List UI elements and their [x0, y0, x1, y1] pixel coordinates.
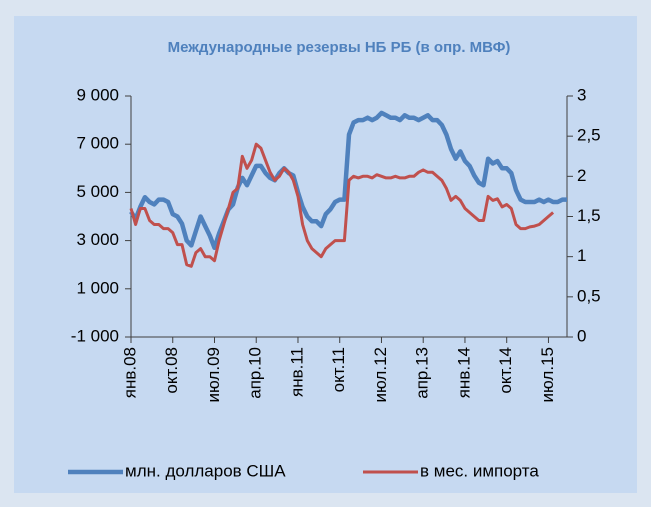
- y-tick-label: 1 000: [76, 278, 119, 297]
- y2-tick-label: 0: [577, 326, 586, 345]
- y-tick-label: -1 000: [71, 326, 119, 345]
- legend-label: млн. долларов США: [125, 461, 286, 480]
- x-tick-label: янв.14: [454, 347, 473, 398]
- y-tick-label: 5 000: [76, 182, 119, 201]
- y2-tick-label: 1: [577, 246, 586, 265]
- y2-tick-label: 2,5: [577, 126, 601, 145]
- legend-label: в мес. импорта: [420, 461, 539, 480]
- x-tick-label: июл.12: [371, 347, 390, 402]
- x-tick-label: окт.14: [496, 347, 515, 394]
- x-tick-label: окт.08: [162, 347, 181, 394]
- x-tick-label: окт.11: [329, 347, 348, 392]
- x-tick-label: апр.13: [413, 347, 432, 399]
- y2-tick-label: 2: [577, 166, 586, 185]
- x-tick-label: июл.09: [204, 347, 223, 402]
- y-tick-label: 9 000: [76, 85, 119, 104]
- x-tick-label: янв.11: [287, 347, 306, 397]
- y2-tick-label: 0,5: [577, 286, 601, 305]
- data-line: [129, 142, 555, 268]
- x-tick-label: июл.15: [538, 347, 557, 402]
- chart-panel: [14, 16, 637, 493]
- x-tick-label: янв.08: [120, 347, 139, 398]
- data-line: [129, 110, 567, 251]
- y2-tick-label: 1,5: [577, 206, 601, 225]
- y-tick-label: 7 000: [76, 134, 119, 153]
- y-tick-label: 3 000: [76, 230, 119, 249]
- x-tick-label: апр.10: [246, 347, 265, 399]
- chart-title: Международные резервы НБ РБ (в опр. МВФ): [168, 39, 511, 56]
- y2-tick-label: 3: [577, 85, 586, 104]
